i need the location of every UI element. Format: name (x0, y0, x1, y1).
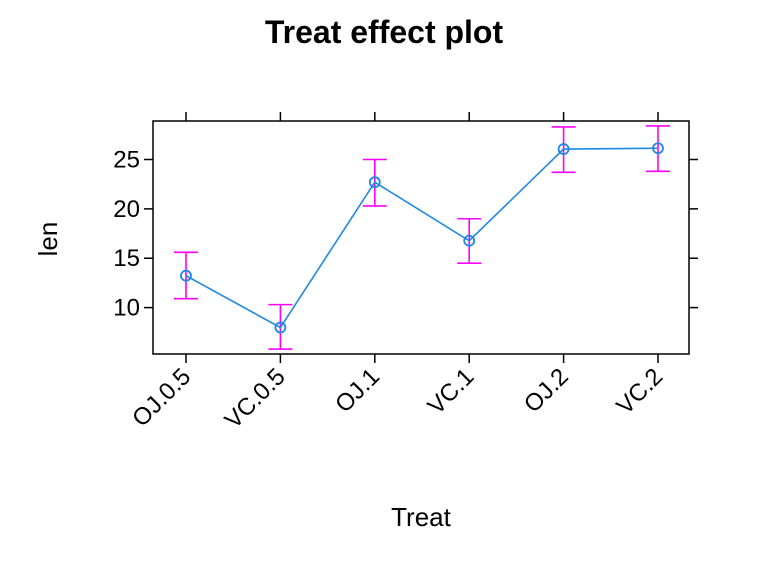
effect-line (185, 147, 659, 329)
point-OJ.1 (368, 176, 381, 189)
point-VC.2 (652, 142, 664, 155)
x-axis-label: Treat (391, 502, 451, 532)
error-bar-OJ.0.5 (174, 251, 198, 300)
chart-title: Treat effect plot (265, 14, 504, 50)
y-axis-label: len (33, 222, 63, 257)
y-tick-label-10: 10 (113, 295, 140, 322)
plot-frame (152, 120, 690, 355)
x-tick-label-OJ.1: OJ.1 (330, 363, 385, 418)
point-OJ.0.5 (180, 269, 192, 282)
ticks-group: 10 15 20 25 OJ.0.5 VC.0.5 OJ.1 VC.1 OJ.2 VC.2 (113, 112, 698, 434)
x-tick-label-VC.1: VC.1 (423, 363, 480, 420)
y-tick-label-25: 25 (113, 147, 140, 174)
point-VC.0.5 (274, 321, 287, 334)
x-tick-label-VC.0.5: VC.0.5 (220, 363, 291, 434)
x-tick-label-VC.2: VC.2 (611, 363, 668, 420)
y-tick-label-15: 15 (113, 245, 140, 272)
x-tick-label-OJ.0.5: OJ.0.5 (127, 363, 196, 432)
y-tick-label-20: 20 (113, 196, 140, 223)
point-OJ.2 (557, 143, 570, 155)
point-VC.1 (463, 234, 476, 247)
marks-group (174, 125, 670, 350)
x-tick-label-OJ.2: OJ.2 (519, 363, 574, 418)
